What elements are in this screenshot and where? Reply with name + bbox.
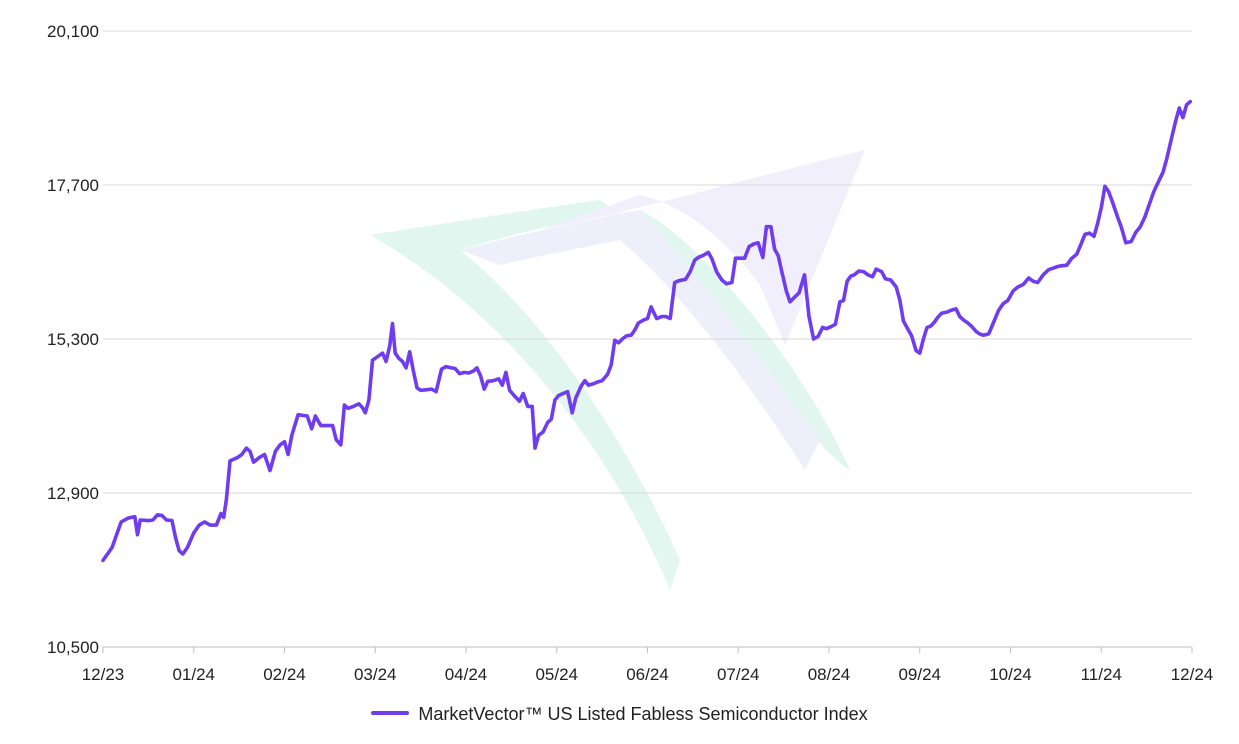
x-tick-label: 07/24 [717, 665, 760, 684]
x-tick-label: 03/24 [354, 665, 397, 684]
legend-swatch [371, 711, 410, 716]
y-tick-label: 12,900 [47, 484, 99, 503]
y-tick-label: 17,700 [47, 176, 99, 195]
x-tick-label: 09/24 [898, 665, 941, 684]
x-tick-label: 08/24 [808, 665, 851, 684]
x-tick-label: 11/24 [1081, 665, 1122, 684]
x-axis: 12/23 01/24 02/24 03/24 04/24 05/24 06/24 07/24… [82, 646, 1214, 684]
x-tick-label: 02/24 [263, 665, 306, 684]
x-tick-label: 04/24 [445, 665, 488, 684]
legend-label: MarketVector™ US Listed Fabless Semicond… [418, 704, 868, 724]
y-tick-label: 10,500 [47, 638, 99, 657]
x-tick-label: 06/24 [626, 665, 669, 684]
y-tick-label: 15,300 [47, 330, 99, 349]
legend: MarketVector™ US Listed Fabless Semicond… [0, 704, 1239, 725]
grid-lines [103, 30, 1192, 494]
y-tick-label: 20,100 [47, 22, 99, 41]
x-tick-label: 12/23 [82, 665, 125, 684]
watermark-logo [370, 150, 865, 590]
x-tick-label: 10/24 [989, 665, 1032, 684]
x-tick-label: 05/24 [535, 665, 578, 684]
series-layer [101, 99, 1192, 563]
series-line [101, 99, 1192, 563]
y-axis: 10,500 12,900 15,300 17,700 20,100 [47, 22, 99, 657]
x-tick-label: 12/24 [1171, 665, 1214, 684]
x-tick-label: 01/24 [172, 665, 215, 684]
